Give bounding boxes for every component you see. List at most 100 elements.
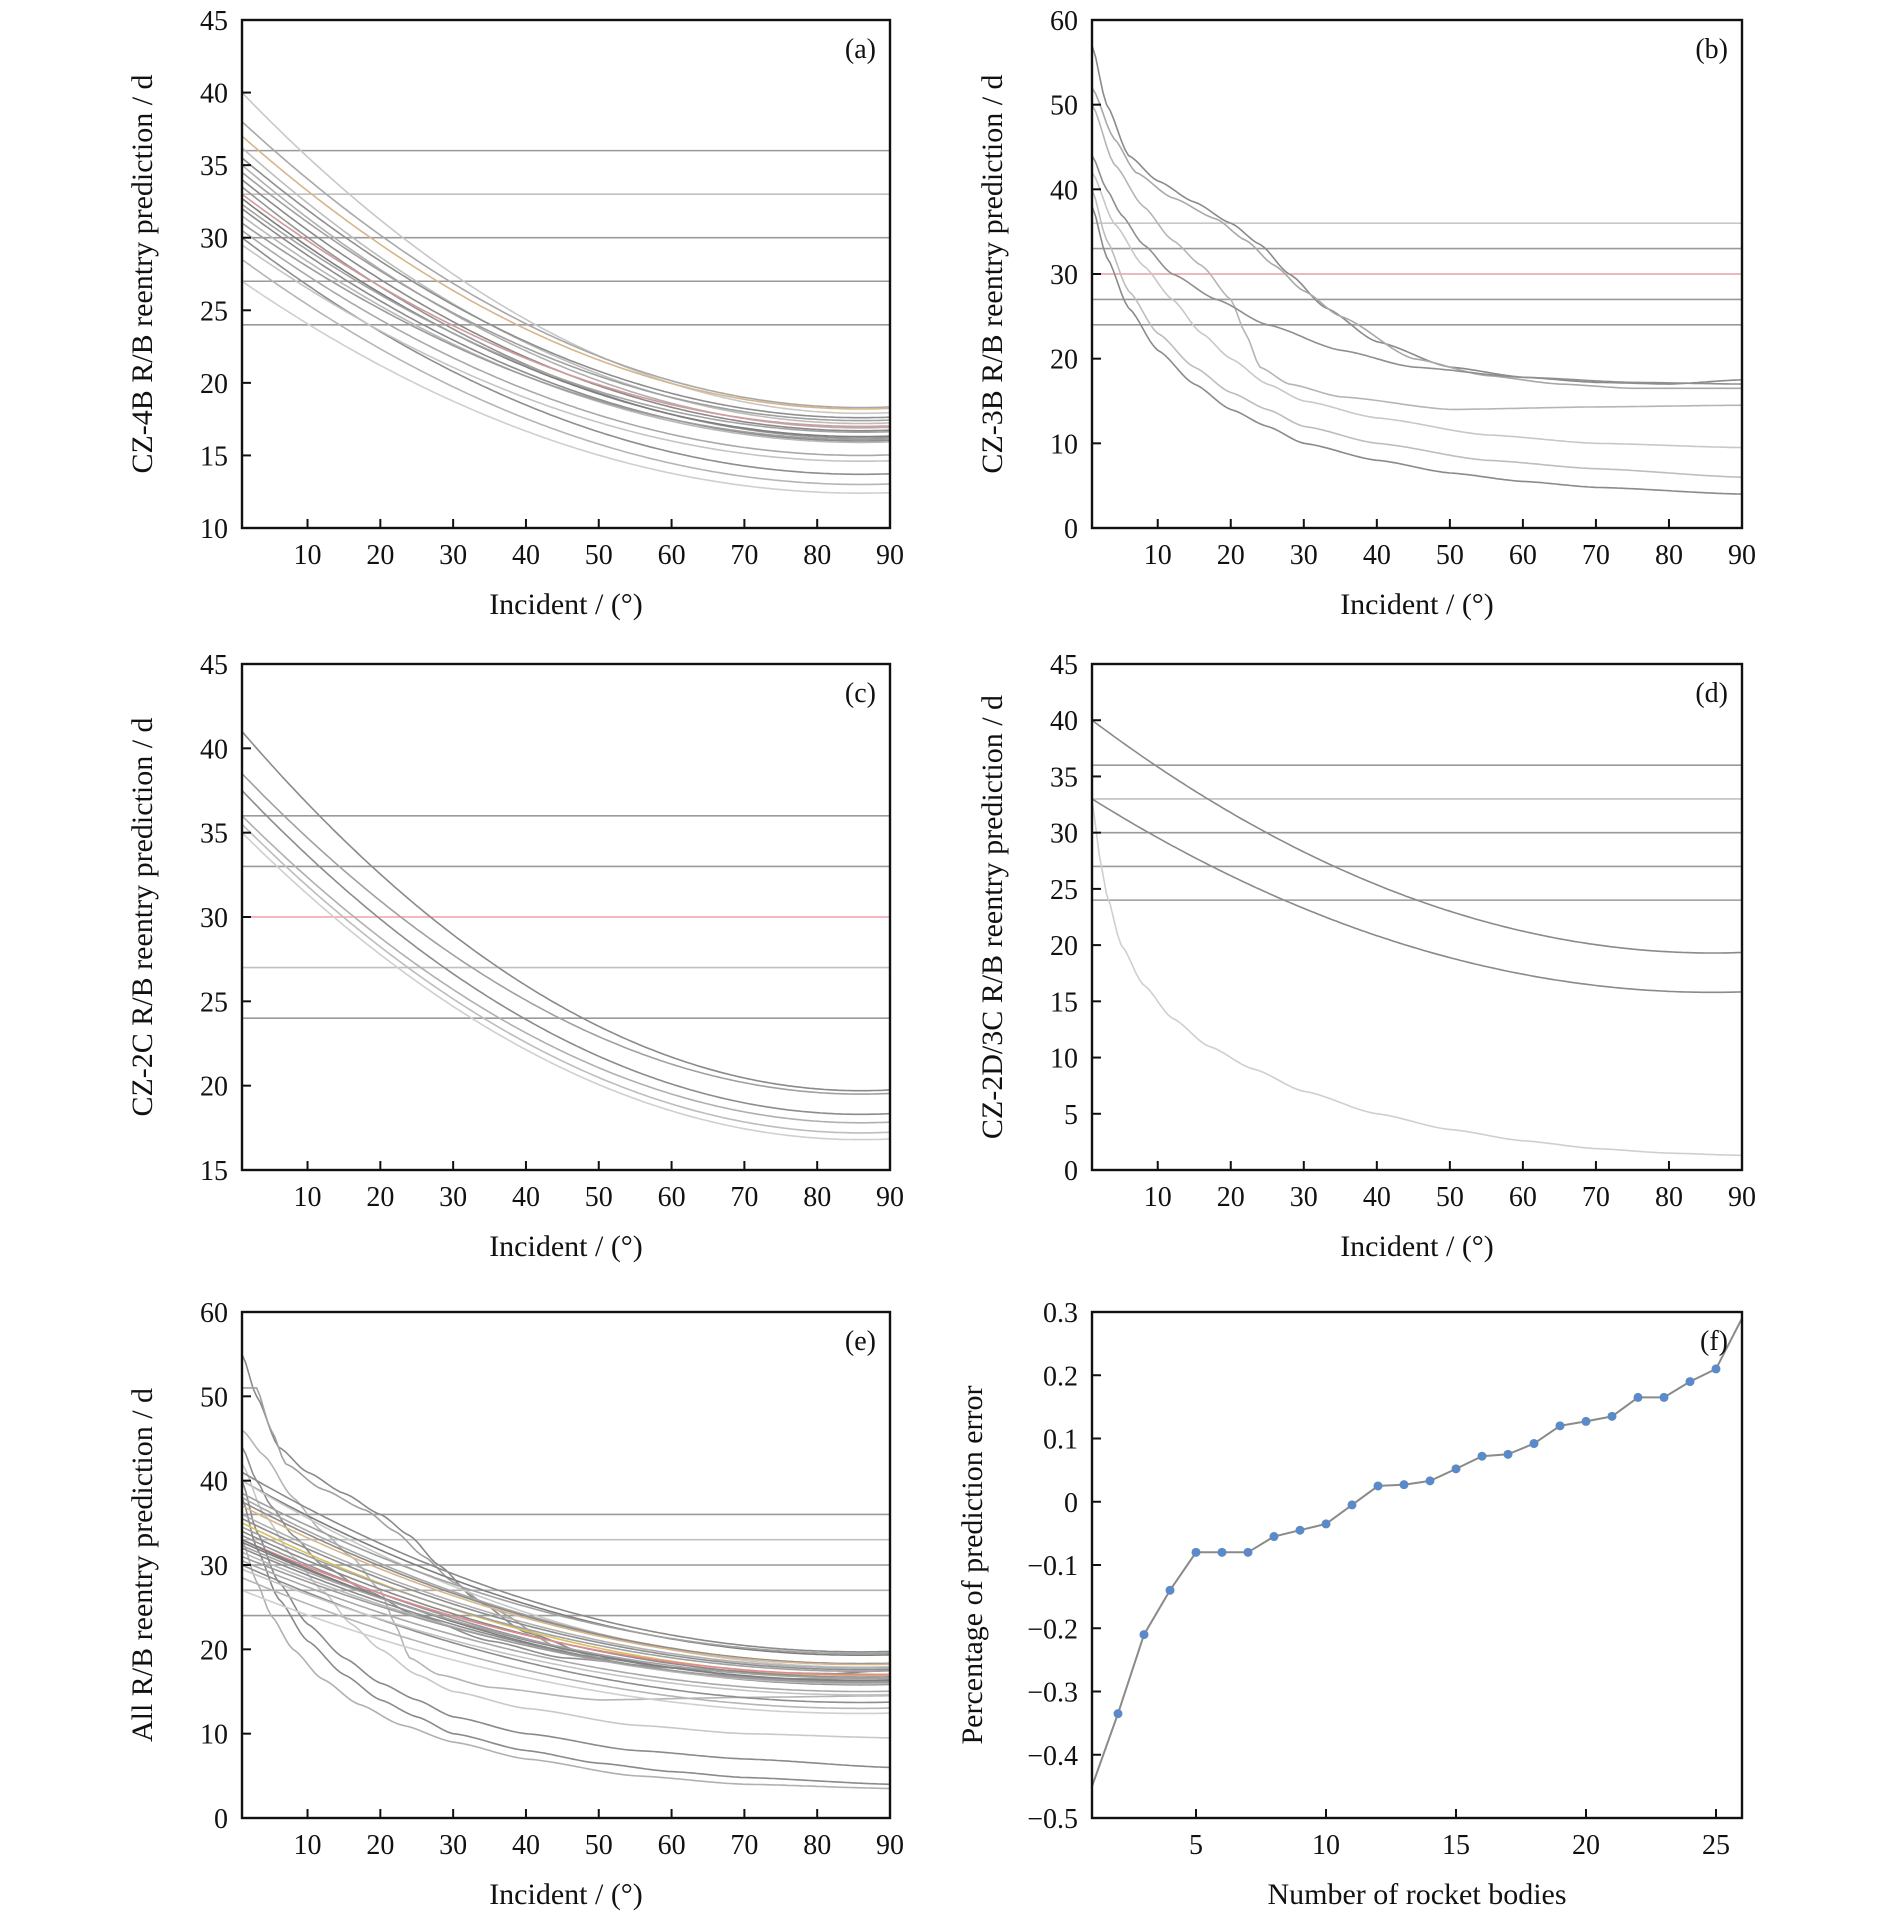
y-tick-label: 45 — [200, 6, 228, 37]
data-point — [1373, 1481, 1383, 1491]
data-point — [1269, 1532, 1279, 1542]
series-line — [242, 1501, 890, 1665]
y-tick-label: 0.3 — [1043, 1298, 1078, 1329]
data-point — [1139, 1630, 1149, 1640]
y-tick-label: 10 — [1050, 1044, 1078, 1075]
y-tick-label: 25 — [1050, 875, 1078, 906]
y-tick-label: 30 — [200, 903, 228, 934]
plot-area — [1092, 719, 1742, 1157]
series-line — [242, 1539, 890, 1790]
y-tick-label: 0.1 — [1043, 1425, 1078, 1456]
y-tick-label: 60 — [1050, 6, 1078, 37]
data-point — [1581, 1416, 1591, 1426]
series-line — [242, 1555, 890, 1683]
y-tick-label: 20 — [200, 1635, 228, 1666]
y-tick-label: 25 — [200, 296, 228, 327]
series-line — [242, 157, 890, 419]
plot-area — [1092, 45, 1742, 495]
x-tick-label: 20 — [366, 540, 394, 571]
data-point — [1295, 1525, 1305, 1535]
series-line — [242, 193, 890, 428]
data-point — [1503, 1449, 1513, 1459]
y-tick-label: 0 — [214, 1804, 228, 1835]
y-tick-label: 0 — [1064, 1488, 1078, 1519]
y-tick-label: 20 — [200, 369, 228, 400]
data-point — [1659, 1392, 1669, 1402]
data-point — [1529, 1439, 1539, 1449]
x-tick-label: 10 — [1144, 540, 1172, 571]
x-tick-label: 10 — [294, 1182, 322, 1213]
x-tick-label: 90 — [1728, 1182, 1756, 1213]
x-tick-label: 40 — [1363, 1182, 1391, 1213]
series-line — [242, 730, 890, 1092]
x-tick-label: 10 — [294, 540, 322, 571]
x-tick-label: 30 — [439, 540, 467, 571]
plot-area — [242, 1353, 890, 1790]
series-line — [242, 1513, 890, 1669]
panel-e: 10 20 30 40 50 60 70 80 90 0 10 20 30 40 50 60 Incident … — [126, 1298, 904, 1911]
plot-frame — [1090, 662, 1744, 1172]
series-line — [242, 186, 890, 439]
y-axis-title: CZ-2C R/B reentry prediction / d — [126, 717, 159, 1116]
series-line — [242, 121, 890, 409]
y-tick-label: 20 — [1050, 931, 1078, 962]
series-line — [242, 208, 890, 442]
x-tick-label: 90 — [876, 1830, 904, 1861]
data-point — [1113, 1709, 1123, 1719]
y-tick-label: 15 — [200, 1156, 228, 1187]
series-line — [242, 1538, 890, 1676]
x-tick-label: 30 — [439, 1830, 467, 1861]
panel-f: 5 10 15 20 25 −0.5 −0.4 −0.3 −0.2 −0.1 0 0.1 0.2 0.3 N… — [956, 1298, 1744, 1911]
panel-label: (d) — [1695, 678, 1728, 709]
x-tick-label: 60 — [658, 1182, 686, 1213]
series-line — [242, 1560, 890, 1693]
y-tick-label: 10 — [200, 1720, 228, 1751]
series-line — [1092, 171, 1742, 449]
y-tick-label: 40 — [200, 734, 228, 765]
series-line — [242, 203, 890, 433]
x-tick-label: 80 — [803, 1182, 831, 1213]
y-tick-label: 20 — [1050, 345, 1078, 376]
x-tick-label: 70 — [730, 1830, 758, 1861]
y-tick-label: −0.5 — [1027, 1804, 1078, 1835]
panel-label: (f) — [1700, 1326, 1728, 1357]
series-line — [242, 1480, 890, 1769]
y-tick-label: 45 — [1050, 650, 1078, 681]
y-tick-label: −0.2 — [1027, 1614, 1078, 1645]
error-line — [1092, 1317, 1742, 1787]
y-tick-label: −0.3 — [1027, 1678, 1078, 1709]
data-point — [1347, 1500, 1357, 1510]
series-line — [242, 1544, 890, 1679]
x-tick-label: 80 — [1655, 540, 1683, 571]
x-tick-label: 20 — [1572, 1830, 1600, 1861]
x-tick-label: 70 — [730, 1182, 758, 1213]
panel-label: (e) — [845, 1326, 876, 1357]
series-line — [242, 215, 890, 444]
x-tick-label: 50 — [585, 1182, 613, 1213]
series-line — [242, 1353, 890, 1676]
data-point — [1165, 1585, 1175, 1595]
y-tick-label: 40 — [1050, 175, 1078, 206]
x-tick-label: 60 — [658, 1830, 686, 1861]
y-tick-label: 50 — [200, 1382, 228, 1413]
plot-area — [242, 730, 890, 1141]
y-axis-title: Percentage of prediction error — [956, 1386, 989, 1745]
y-tick-label: 0 — [1064, 1156, 1078, 1187]
series-line — [242, 823, 890, 1134]
y-tick-label: 30 — [1050, 819, 1078, 850]
y-tick-label: 35 — [200, 819, 228, 850]
x-tick-label: 15 — [1442, 1830, 1470, 1861]
y-tick-label: 0 — [1064, 514, 1078, 545]
x-tick-label: 40 — [1363, 540, 1391, 571]
y-axis-title: All R/B reentry prediction / d — [126, 1388, 159, 1742]
series-line — [1092, 798, 1742, 1157]
data-point — [1243, 1547, 1253, 1557]
series-line — [1092, 155, 1742, 385]
data-point — [1555, 1421, 1565, 1431]
series-line — [242, 135, 890, 410]
plot-area — [242, 92, 890, 494]
data-point — [1607, 1411, 1617, 1421]
plot-frame — [1090, 1310, 1744, 1820]
x-tick-label: 50 — [1436, 540, 1464, 571]
series-line — [242, 1568, 890, 1696]
